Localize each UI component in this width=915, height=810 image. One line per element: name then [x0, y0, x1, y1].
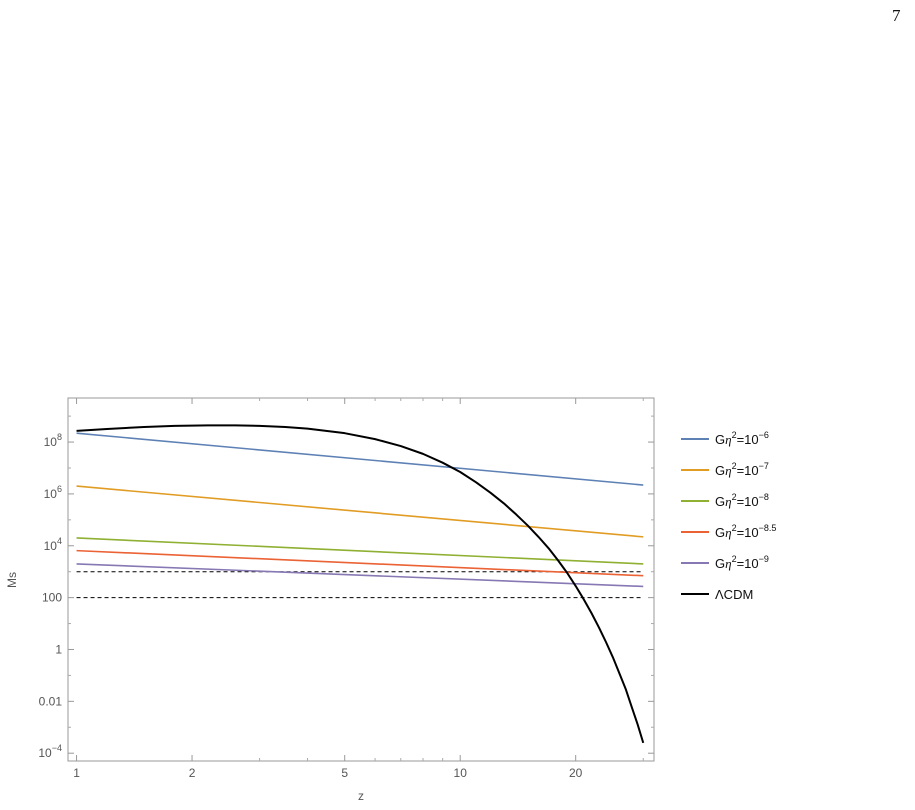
legend-item: ΛCDM: [681, 587, 753, 602]
legend-sup: 2: [732, 430, 737, 440]
y-tick-label-exponent: 8: [57, 432, 62, 442]
legend-label: Gη2=10−6: [715, 430, 769, 447]
y-tick-label-exponent: 6: [57, 484, 62, 494]
y-tick-label-base: 0.01: [39, 694, 63, 708]
axis-ticks: [68, 398, 654, 761]
legend-item: Gη2=10−8.5: [681, 523, 776, 540]
legend-sup: −9: [759, 554, 769, 564]
legend-text: =10: [737, 432, 759, 447]
y-tick-label: 106: [44, 484, 62, 501]
y-tick-label: 10−4: [38, 743, 62, 760]
series-line: [76, 549, 644, 577]
y-tick-label: 100: [42, 591, 62, 605]
legend-text: G: [715, 463, 725, 478]
series-line: [76, 432, 644, 486]
legend-sup: −8.5: [759, 523, 777, 533]
legend-item: Gη2=10−7: [681, 461, 769, 478]
series-line: [76, 485, 644, 538]
legend-sup: 2: [732, 492, 737, 502]
legend-sup: −6: [759, 430, 769, 440]
legend-text: =10: [737, 556, 759, 571]
legend-eta: η: [725, 525, 731, 540]
x-tick-label: 5: [341, 766, 348, 780]
y-axis-label: Ms: [5, 572, 19, 588]
x-tick-label: 1: [73, 766, 80, 780]
legend-text: ΛCDM: [715, 587, 753, 602]
legend-label: ΛCDM: [715, 587, 753, 602]
legend-label: Gη2=10−7: [715, 461, 769, 478]
legend-label: Gη2=10−9: [715, 554, 769, 571]
series-line: [76, 563, 644, 588]
legend-item: Gη2=10−8: [681, 492, 769, 509]
y-tick-label: 1: [55, 642, 62, 656]
legend-text: =10: [737, 463, 759, 478]
x-tick-label: 10: [454, 766, 468, 780]
y-tick-label-exponent: −4: [52, 743, 62, 753]
y-tick-label: 0.01: [39, 694, 63, 708]
legend-sup: 2: [732, 461, 737, 471]
legend-text: G: [715, 525, 725, 540]
legend: Gη2=10−6Gη2=10−7Gη2=10−8Gη2=10−8.5Gη2=10…: [681, 430, 776, 602]
legend-eta: η: [725, 432, 731, 447]
series-group: [76, 424, 645, 744]
legend-item: Gη2=10−6: [681, 430, 769, 447]
x-axis-label: z: [358, 789, 364, 803]
legend-text: =10: [737, 525, 759, 540]
y-tick-label-base: 1: [55, 642, 62, 656]
legend-text: =10: [737, 494, 759, 509]
x-tick-label: 2: [189, 766, 196, 780]
legend-text: G: [715, 494, 725, 509]
legend-eta: η: [725, 463, 731, 478]
legend-sup: 2: [732, 554, 737, 564]
legend-eta: η: [725, 494, 731, 509]
legend-text: G: [715, 556, 725, 571]
y-tick-label: 104: [44, 536, 62, 553]
x-tick-label: 20: [569, 766, 583, 780]
plot-frame: [67, 397, 655, 762]
legend-sup: 2: [732, 523, 737, 533]
series-line: [76, 424, 645, 744]
legend-item: Gη2=10−9: [681, 554, 769, 571]
y-tick-label-base: 100: [42, 591, 62, 605]
legend-sup: −8: [759, 492, 769, 502]
legend-text: G: [715, 432, 725, 447]
y-tick-label-base: 10: [44, 487, 58, 501]
y-tick-label: 108: [44, 432, 62, 449]
legend-eta: η: [725, 556, 731, 571]
y-tick-label-base: 10: [38, 746, 52, 760]
page-number: 7: [892, 6, 901, 25]
legend-sup: −7: [759, 461, 769, 471]
series-line: [76, 537, 644, 565]
y-tick-label-exponent: 4: [57, 536, 62, 546]
y-tick-label-base: 10: [44, 435, 58, 449]
legend-label: Gη2=10−8.5: [715, 523, 776, 540]
y-tick-label-base: 10: [44, 539, 58, 553]
legend-label: Gη2=10−8: [715, 492, 769, 509]
